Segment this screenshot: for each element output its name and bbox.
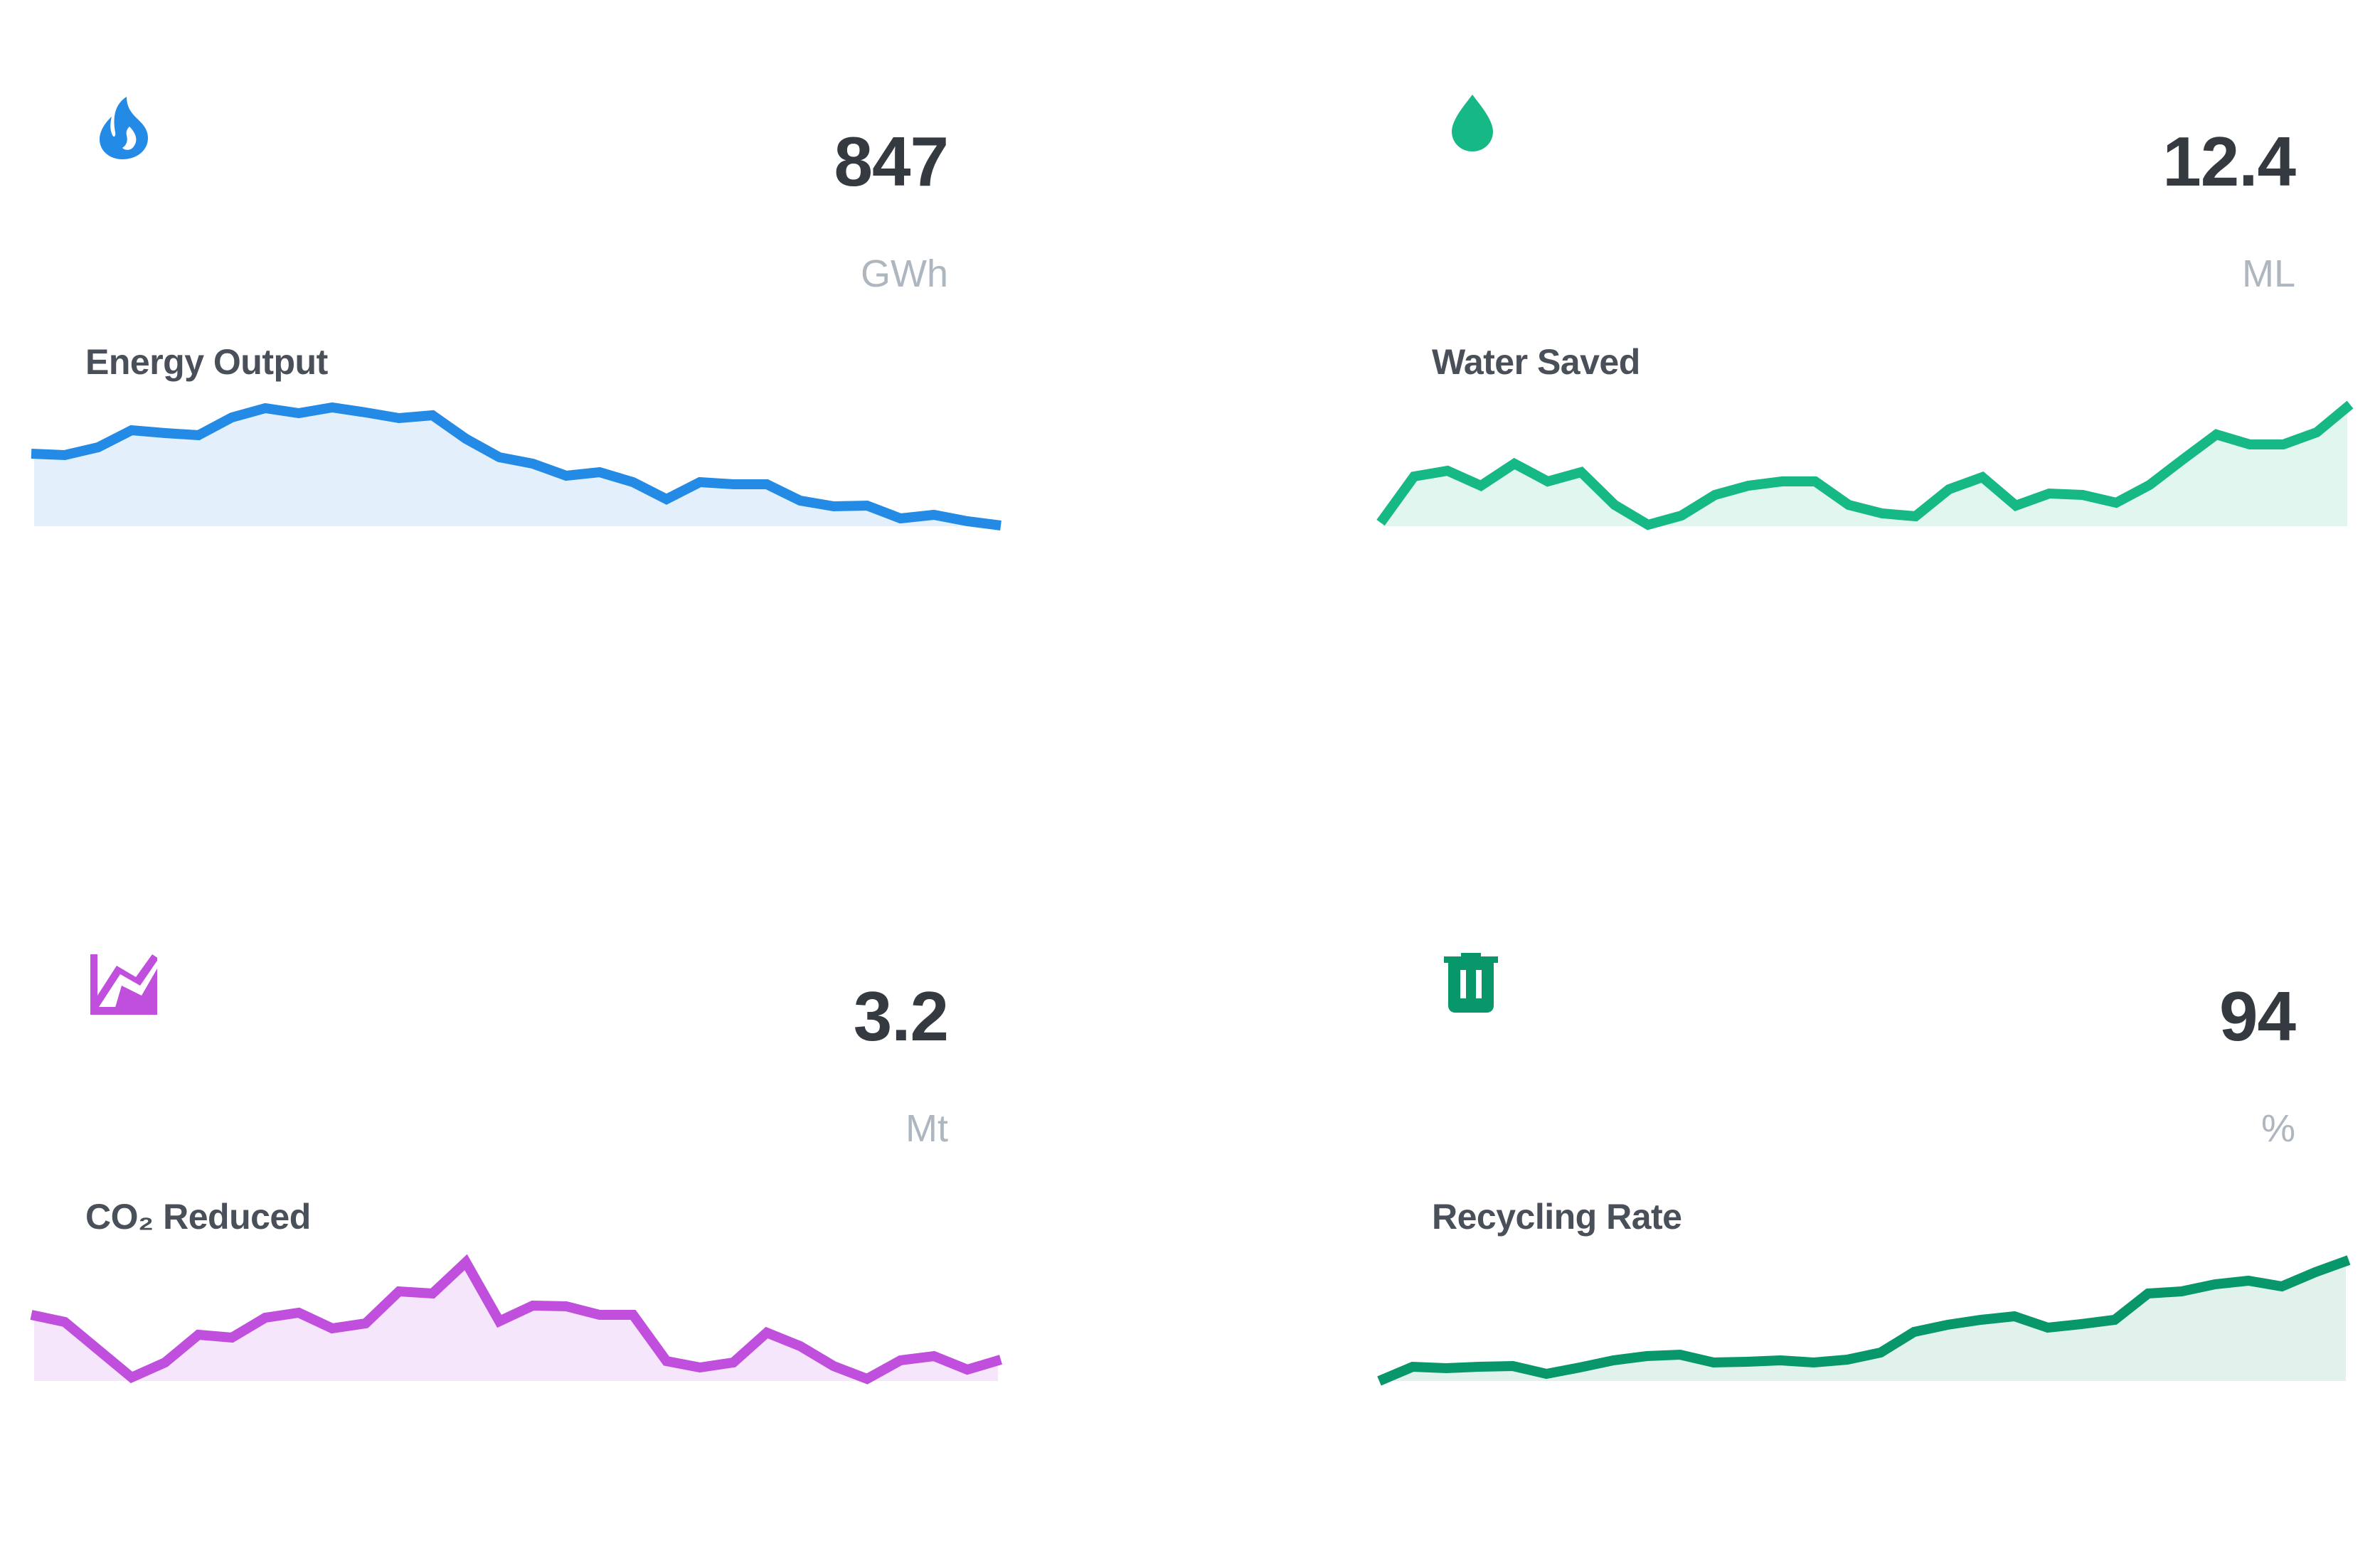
- stat-unit: GWh: [860, 252, 948, 295]
- stat-unit: ML: [2241, 252, 2295, 295]
- stat-card-water-saved: 12.4 ML Water Saved: [1347, 0, 2380, 713]
- stat-card-energy-output: 847 GWh Energy Output: [0, 0, 1190, 713]
- flame-icon: [98, 97, 149, 159]
- stat-value: 12.4: [2162, 122, 2296, 201]
- stat-unit: %: [2261, 1107, 2295, 1150]
- sparkline-area: [1383, 405, 2347, 526]
- sparkline-chart: [1377, 1255, 2351, 1386]
- sparkline-chart: [1376, 400, 2354, 530]
- sparkline-area: [34, 1262, 998, 1381]
- sparkline-chart: [31, 402, 1002, 530]
- stat-unit: Mt: [905, 1107, 948, 1150]
- stat-label: Water Saved: [1432, 342, 1640, 382]
- area-chart-icon: [90, 954, 157, 1015]
- stat-value: 3.2: [853, 977, 949, 1055]
- sparkline-line: [1377, 1255, 2351, 1386]
- stat-card-recycling-rate: 94 % Recycling Rate: [1347, 855, 2380, 1568]
- sparkline-area: [1382, 1260, 2346, 1381]
- sparkline-area: [34, 407, 998, 526]
- stat-value: 847: [834, 122, 949, 201]
- sparkline-line: [30, 1254, 1002, 1385]
- sparkline-line: [1376, 400, 2354, 530]
- stat-card-co2-reduced: 3.2 Mt CO₂ Reduced: [0, 855, 1190, 1568]
- sparkline-line: [31, 402, 1002, 530]
- stat-label: Energy Output: [85, 342, 328, 382]
- stat-label: Recycling Rate: [1432, 1197, 1682, 1237]
- water-drop-icon: [1452, 95, 1493, 151]
- sparkline-chart: [30, 1254, 1002, 1385]
- trash-icon: [1444, 953, 1498, 1013]
- stat-label: CO₂ Reduced: [85, 1197, 311, 1237]
- stat-value: 94: [2219, 977, 2296, 1055]
